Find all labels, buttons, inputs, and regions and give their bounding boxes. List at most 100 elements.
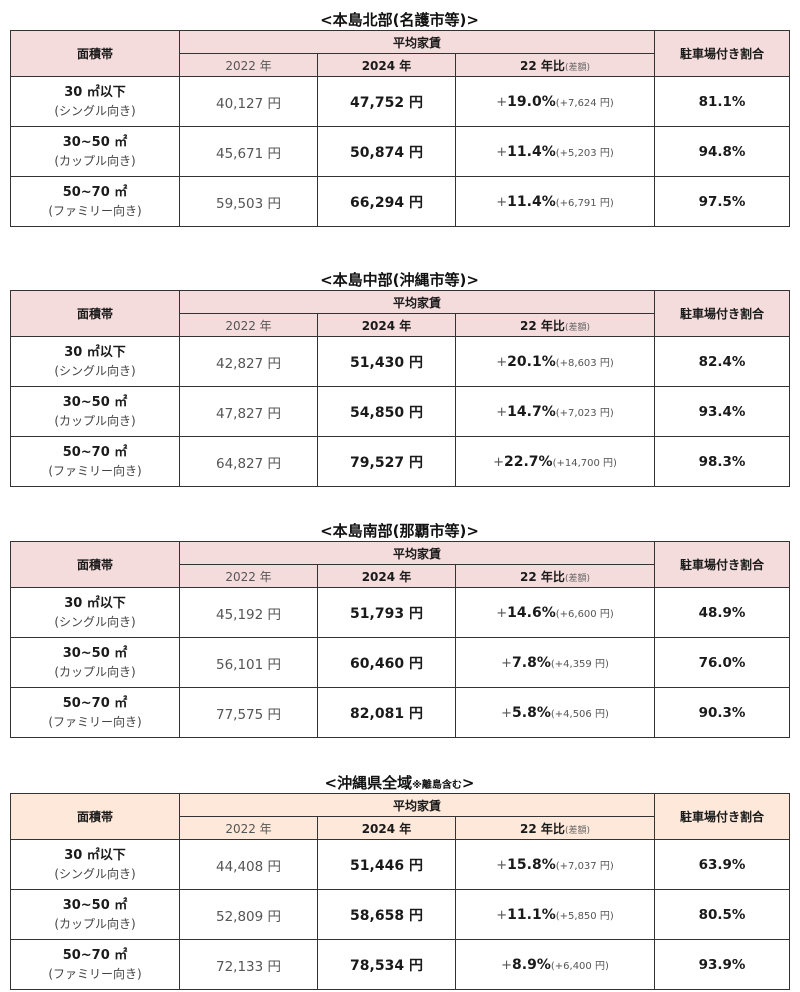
- rent-2022-cell: 40,127 円: [179, 76, 318, 127]
- rent-table: 面積帯 平均家賃 駐車場付き割合 2022 年 2024 年 22 年比(差額)…: [10, 541, 791, 738]
- area-band-cell: 30 ㎡以下 (シングル向き): [10, 336, 180, 387]
- ratio-plus-sign: +: [496, 94, 508, 110]
- ratio-cell: +5.8%(+4,506 円): [454, 687, 656, 738]
- header-area-band: 面積帯: [10, 541, 180, 588]
- area-band-size: 30~50 ㎡: [62, 394, 128, 410]
- parking-ratio-cell: 48.9%: [654, 587, 791, 638]
- rent-2022-cell: 44,408 円: [179, 839, 318, 890]
- rent-2022-cell: 77,575 円: [179, 687, 318, 738]
- area-band-type: (シングル向き): [54, 103, 136, 118]
- area-band-size: 30~50 ㎡: [62, 897, 128, 913]
- table-row: 30~50 ㎡ (カップル向き) 45,671 円 50,874 円 +11.4…: [10, 126, 791, 177]
- table-row: 50~70 ㎡ (ファミリー向き) 77,575 円 82,081 円 +5.8…: [10, 687, 791, 738]
- ratio-cell: +22.7%(+14,700 円): [454, 436, 656, 487]
- ratio-cell: +14.7%(+7,023 円): [454, 386, 656, 437]
- rent-2024-cell: 79,527 円: [317, 436, 456, 487]
- parking-ratio-cell: 93.9%: [654, 939, 791, 990]
- ratio-diff: (+5,203 円): [555, 147, 614, 159]
- area-band-type: (ファミリー向き): [48, 714, 142, 729]
- ratio-percent: 14.6%: [507, 604, 556, 621]
- area-band-type: (カップル向き): [54, 153, 136, 168]
- area-band-size: 50~70 ㎡: [62, 444, 128, 460]
- section-title: <本島中部(沖縄市等)>: [10, 272, 789, 288]
- section-title-text: <本島中部(沖縄市等)>: [320, 271, 479, 289]
- ratio-diff: (+4,359 円): [550, 658, 609, 670]
- rent-2024-cell: 82,081 円: [317, 687, 456, 738]
- area-band-size: 50~70 ㎡: [62, 695, 128, 711]
- area-band-cell: 50~70 ㎡ (ファミリー向き): [10, 176, 180, 227]
- rent-table-section: <本島中部(沖縄市等)> 面積帯 平均家賃 駐車場付き割合 2022 年 202…: [10, 272, 791, 487]
- section-title-end: >: [461, 774, 475, 792]
- ratio-percent: 7.8%: [512, 654, 551, 671]
- section-title-text: <本島南部(那覇市等)>: [320, 522, 479, 540]
- table-row: 30 ㎡以下 (シングル向き) 44,408 円 51,446 円 +15.8%…: [10, 839, 791, 890]
- area-band-type: (ファミリー向き): [48, 463, 142, 478]
- ratio-diff: (+6,600 円): [555, 608, 614, 620]
- section-title-text: <本島北部(名護市等)>: [320, 11, 479, 29]
- rent-table: 面積帯 平均家賃 駐車場付き割合 2022 年 2024 年 22 年比(差額)…: [10, 290, 791, 487]
- header-year-2022: 2022 年: [179, 564, 318, 588]
- table-row: 30 ㎡以下 (シングル向き) 42,827 円 51,430 円 +20.1%…: [10, 336, 791, 387]
- ratio-plus-sign: +: [496, 194, 508, 210]
- rent-2024-cell: 47,752 円: [317, 76, 456, 127]
- ratio-diff: (+6,791 円): [555, 197, 614, 209]
- table-row: 30~50 ㎡ (カップル向き) 56,101 円 60,460 円 +7.8%…: [10, 637, 791, 688]
- area-band-type: (カップル向き): [54, 413, 136, 428]
- header-parking: 駐車場付き割合: [654, 30, 791, 77]
- rent-2024-cell: 66,294 円: [317, 176, 456, 227]
- ratio-diff: (+7,037 円): [555, 860, 614, 872]
- header-area-band: 面積帯: [10, 30, 180, 77]
- table-row: 50~70 ㎡ (ファミリー向き) 59,503 円 66,294 円 +11.…: [10, 176, 791, 227]
- rent-2022-cell: 52,809 円: [179, 889, 318, 940]
- ratio-diff: (+6,400 円): [550, 960, 609, 972]
- ratio-plus-sign: +: [493, 454, 504, 470]
- table-row: 30~50 ㎡ (カップル向き) 47,827 円 54,850 円 +14.7…: [10, 386, 791, 437]
- table-row: 50~70 ㎡ (ファミリー向き) 72,133 円 78,534 円 +8.9…: [10, 939, 791, 990]
- ratio-percent: 11.4%: [507, 143, 556, 160]
- header-ratio-note: (差額): [564, 825, 590, 836]
- header-avg-rent: 平均家賃: [178, 30, 656, 54]
- header-ratio-label: 22 年比: [520, 569, 565, 584]
- ratio-cell: +11.4%(+5,203 円): [454, 126, 656, 177]
- parking-ratio-cell: 76.0%: [654, 637, 791, 688]
- rent-2022-cell: 72,133 円: [179, 939, 318, 990]
- rent-2024-cell: 51,446 円: [317, 839, 456, 890]
- header-year-2024: 2024 年: [317, 564, 456, 588]
- ratio-cell: +8.9%(+6,400 円): [454, 939, 656, 990]
- ratio-diff: (+7,624 円): [555, 97, 614, 109]
- header-ratio-label: 22 年比: [520, 318, 565, 333]
- area-band-cell: 30 ㎡以下 (シングル向き): [10, 839, 180, 890]
- ratio-diff: (+5,850 円): [555, 910, 614, 922]
- ratio-percent: 22.7%: [504, 453, 553, 470]
- area-band-type: (シングル向き): [54, 363, 136, 378]
- rent-2022-cell: 47,827 円: [179, 386, 318, 437]
- section-title-text: <沖縄県全域: [324, 774, 413, 792]
- header-ratio-note: (差額): [564, 322, 590, 333]
- header-ratio-label: 22 年比: [520, 821, 565, 836]
- parking-ratio-cell: 97.5%: [654, 176, 791, 227]
- ratio-plus-sign: +: [496, 605, 508, 621]
- area-band-type: (シングル向き): [54, 614, 136, 629]
- parking-ratio-cell: 90.3%: [654, 687, 791, 738]
- table-row: 30 ㎡以下 (シングル向き) 40,127 円 47,752 円 +19.0%…: [10, 76, 791, 127]
- header-avg-rent: 平均家賃: [178, 541, 656, 565]
- rent-table-section: <本島南部(那覇市等)> 面積帯 平均家賃 駐車場付き割合 2022 年 202…: [10, 523, 791, 738]
- rent-2024-cell: 78,534 円: [317, 939, 456, 990]
- header-area-band: 面積帯: [10, 793, 180, 840]
- rent-2024-cell: 60,460 円: [317, 637, 456, 688]
- header-ratio: 22 年比(差額): [454, 564, 656, 588]
- ratio-diff: (+8,603 円): [555, 357, 614, 369]
- header-ratio-note: (差額): [564, 62, 590, 73]
- ratio-plus-sign: +: [501, 655, 513, 671]
- rent-2024-cell: 50,874 円: [317, 126, 456, 177]
- ratio-percent: 11.1%: [507, 906, 556, 923]
- rent-2024-cell: 54,850 円: [317, 386, 456, 437]
- ratio-cell: +19.0%(+7,624 円): [454, 76, 656, 127]
- ratio-cell: +11.1%(+5,850 円): [454, 889, 656, 940]
- rent-table: 面積帯 平均家賃 駐車場付き割合 2022 年 2024 年 22 年比(差額)…: [10, 30, 791, 227]
- section-title-note: ※離島含む: [412, 780, 462, 791]
- section-title: <本島南部(那覇市等)>: [10, 523, 789, 539]
- area-band-cell: 50~70 ㎡ (ファミリー向き): [10, 687, 180, 738]
- ratio-percent: 11.4%: [507, 193, 556, 210]
- ratio-plus-sign: +: [496, 907, 508, 923]
